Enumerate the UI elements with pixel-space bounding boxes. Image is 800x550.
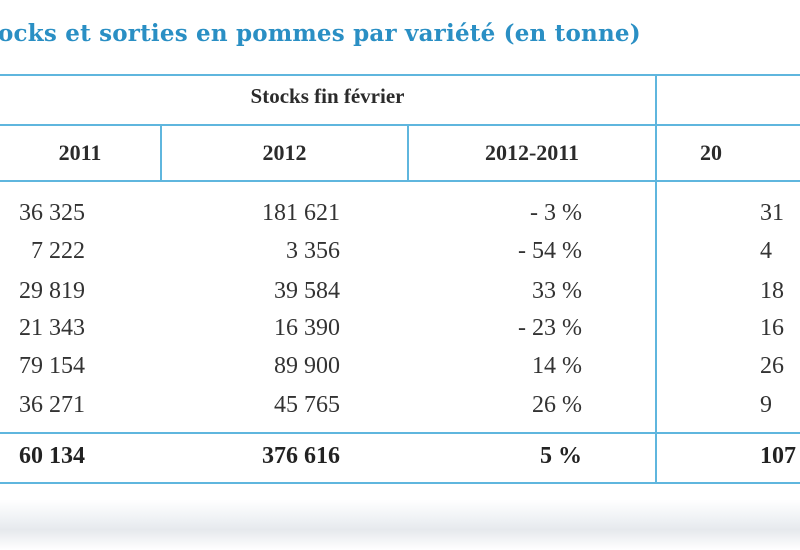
- table-cell: 4: [760, 238, 772, 264]
- column-header-next-group: 20: [700, 140, 722, 165]
- table-cell: 26 %: [532, 392, 582, 418]
- table-cell: 14 %: [532, 353, 582, 379]
- column-header-2011: 2011: [58, 140, 102, 165]
- column-header-rule: [0, 180, 800, 182]
- group-header-stocks: Stocks fin février: [250, 84, 405, 108]
- table-cell: 26: [760, 353, 784, 379]
- column-divider-2: [407, 126, 409, 180]
- table-cell: 16: [760, 315, 784, 341]
- table-cell: 33 %: [532, 278, 582, 304]
- table-cell: 79 154: [19, 353, 85, 379]
- total-cell: 5 %: [540, 443, 582, 469]
- total-separator-rule: [0, 432, 800, 434]
- page-shadow: [0, 500, 800, 550]
- table-cell: - 23 %: [518, 315, 582, 341]
- group-header-rule: [0, 124, 800, 126]
- table-cell: 36 271: [19, 392, 85, 418]
- table-title: ocks et sorties en pommes par variété (e…: [0, 20, 641, 47]
- table-cell: 3 356: [286, 238, 340, 264]
- total-cell: 376 616: [262, 443, 340, 469]
- table-cell: 21 343: [19, 315, 85, 341]
- column-header-2012: 2012: [262, 140, 307, 165]
- table-cell: 181 621: [262, 200, 340, 226]
- table-cell: 7 222: [31, 238, 85, 264]
- table-cell: 16 390: [274, 315, 340, 341]
- table-cell: 36 325: [19, 200, 85, 226]
- column-header-variation: 2012-2011: [484, 140, 580, 165]
- total-cell: 60 134: [19, 443, 85, 469]
- column-divider-1: [160, 126, 162, 180]
- table-cell: - 54 %: [518, 238, 582, 264]
- table-cell: - 3 %: [530, 200, 582, 226]
- group-divider: [655, 76, 657, 482]
- table-cell: 9: [760, 392, 772, 418]
- bottom-rule: [0, 482, 800, 484]
- table-cell: 18: [760, 278, 784, 304]
- table-cell: 39 584: [274, 278, 340, 304]
- total-cell: 107: [760, 443, 796, 469]
- table-cell: 45 765: [274, 392, 340, 418]
- table-cell: 31: [760, 200, 784, 226]
- top-rule: [0, 74, 800, 76]
- table-cell: 89 900: [274, 353, 340, 379]
- table-cell: 29 819: [19, 278, 85, 304]
